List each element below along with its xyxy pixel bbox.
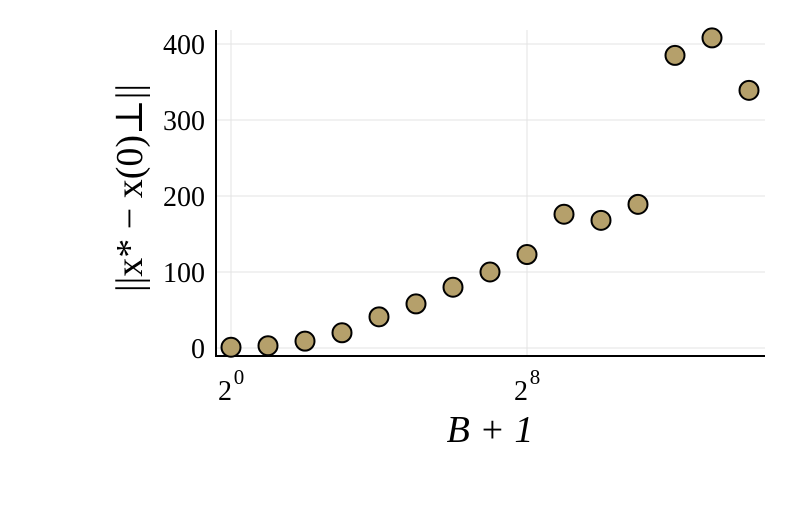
- y-tick-labels: 0 100 200 300 400: [163, 30, 205, 365]
- data-point: [592, 211, 611, 230]
- y-axis-label: ||x* − x(0)⊥||: [109, 84, 151, 292]
- y-tick-label: 0: [191, 334, 205, 365]
- y-tick-label: 100: [163, 258, 205, 289]
- data-point: [370, 307, 389, 326]
- x-tick-exponent: 8: [530, 365, 541, 389]
- data-point: [407, 294, 426, 313]
- data-point: [259, 336, 278, 355]
- y-tick-label: 300: [163, 106, 205, 137]
- data-point: [481, 263, 500, 282]
- axes: [215, 30, 765, 356]
- data-points: [222, 28, 759, 356]
- data-point: [333, 323, 352, 342]
- x-tick-exponent: 0: [234, 365, 245, 389]
- x-tick-base: 2: [514, 376, 528, 407]
- data-point: [703, 28, 722, 47]
- y-tick-label: 200: [163, 182, 205, 213]
- data-point: [555, 205, 574, 224]
- data-point: [629, 195, 648, 214]
- x-axis-label: B + 1: [447, 409, 534, 451]
- data-point: [666, 46, 685, 65]
- data-point: [222, 338, 241, 357]
- data-point: [740, 81, 759, 100]
- data-point: [444, 278, 463, 297]
- data-point: [296, 332, 315, 351]
- x-tick-base: 2: [218, 376, 232, 407]
- y-grid: [216, 44, 765, 348]
- y-tick-label: 400: [163, 30, 205, 61]
- data-point: [518, 245, 537, 264]
